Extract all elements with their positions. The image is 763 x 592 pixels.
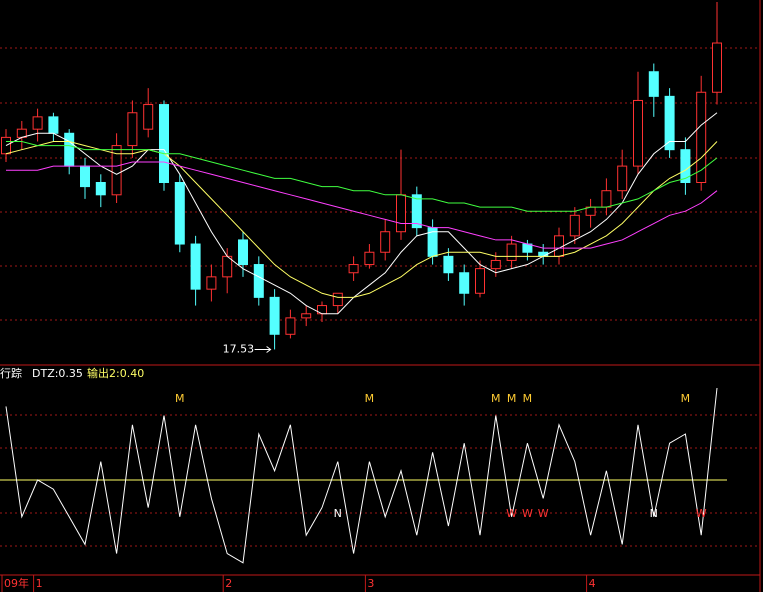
indicator-line (5, 387, 718, 564)
candle-body (127, 112, 138, 147)
candle-body (569, 214, 580, 237)
signal-mark: W (696, 507, 707, 520)
candle-body (174, 182, 185, 245)
candle-body (64, 132, 75, 167)
signal-mark: M (491, 392, 501, 405)
main-grid (0, 47, 760, 547)
candle-body (411, 194, 422, 229)
signal-mark: W (522, 507, 533, 520)
signal-mark: M (507, 392, 517, 405)
x-tick-label: 3 (367, 577, 374, 590)
candle-body (159, 104, 169, 183)
candle-body (396, 194, 406, 233)
x-tick-label: 1 (36, 577, 43, 590)
candle-body (648, 71, 659, 97)
candle-body (111, 145, 122, 196)
candle-body (475, 268, 485, 294)
candle-body (285, 317, 296, 335)
signal-mark: M (523, 392, 533, 405)
signal-mark: N (650, 507, 658, 520)
moving-average (5, 140, 718, 298)
candle-body (506, 243, 517, 261)
candle-body (238, 239, 248, 266)
x-tick-label: 4 (589, 577, 596, 590)
candle-body (696, 91, 707, 183)
candle-body (617, 165, 628, 192)
candle-body (712, 42, 722, 93)
candle-body (490, 259, 501, 270)
indicator-name: 行踪 (0, 366, 22, 380)
candle-body (380, 231, 391, 253)
moving-average (6, 140, 718, 212)
candle-body (80, 165, 90, 188)
candle-body (664, 95, 675, 151)
annotation-arrow (254, 346, 272, 353)
candle-body (95, 182, 106, 196)
x-tick-label: 2 (225, 577, 232, 590)
candle-body (206, 276, 217, 290)
candle-body (269, 296, 280, 335)
signal-mark: W (506, 507, 517, 520)
signal-mark: M (365, 392, 375, 405)
candle-body (601, 190, 612, 208)
candle-body (348, 264, 359, 274)
candle-body (364, 251, 375, 266)
moving-average (5, 112, 718, 315)
signal-mark: W (538, 507, 549, 520)
low-annotation: 17.53 (223, 342, 255, 355)
moving-average (6, 161, 718, 249)
signal-mark: M (175, 392, 185, 405)
candle-body (633, 99, 643, 167)
candle-body (459, 272, 470, 294)
candle-body (680, 149, 691, 184)
candle-body (443, 255, 454, 274)
signal-mark: N (334, 507, 342, 520)
candle-body (32, 116, 43, 130)
legend-item: 输出2:0.40 (87, 366, 144, 380)
candle-body (253, 264, 264, 298)
candle-body (48, 116, 59, 134)
candle-body (190, 243, 201, 290)
candle-body (332, 292, 343, 307)
signal-mark: M (681, 392, 691, 405)
legend-item: DTZ:0.35 (32, 367, 83, 380)
candle-body (301, 313, 312, 319)
candle-body (143, 104, 154, 130)
x-tick-label: 09年 (4, 576, 29, 590)
